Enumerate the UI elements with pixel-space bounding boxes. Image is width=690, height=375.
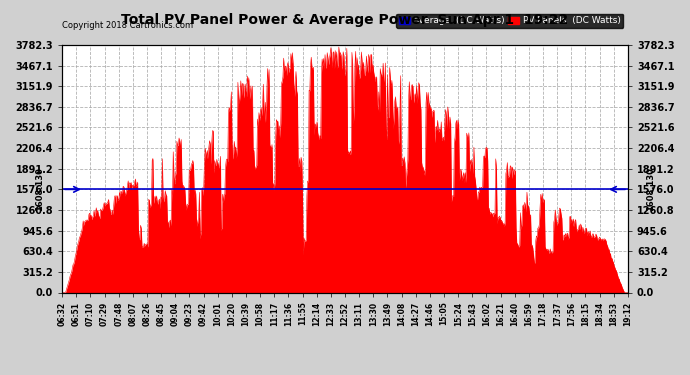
Text: Copyright 2018 Cartronics.com: Copyright 2018 Cartronics.com bbox=[62, 21, 193, 30]
Text: 1608.130: 1608.130 bbox=[646, 167, 655, 211]
Text: Total PV Panel Power & Average Power  Sun Apr 1  19:22: Total PV Panel Power & Average Power Sun… bbox=[121, 13, 569, 27]
Text: 1608.130: 1608.130 bbox=[35, 167, 44, 211]
Legend: Average  (DC Watts), PV Panels  (DC Watts): Average (DC Watts), PV Panels (DC Watts) bbox=[396, 13, 623, 28]
